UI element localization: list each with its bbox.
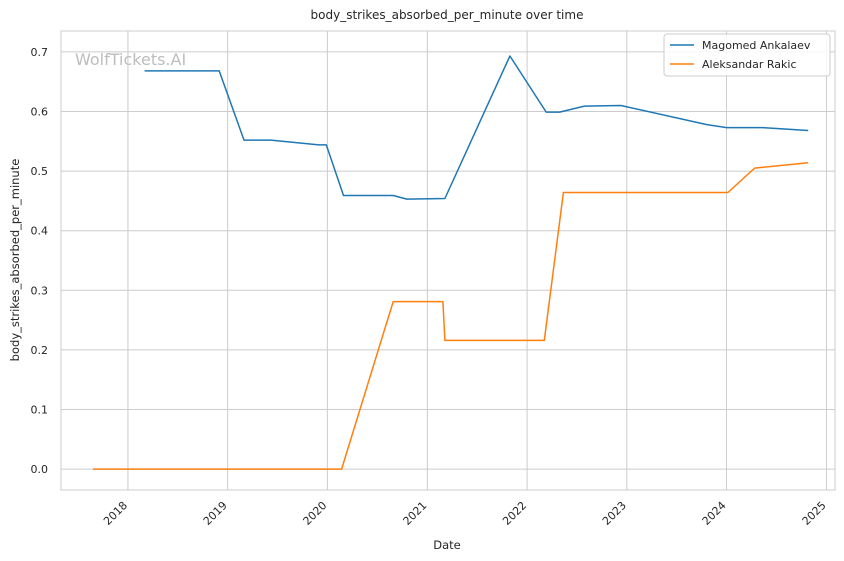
y-tick-label: 0.6: [31, 105, 49, 118]
x-axis-label: Date: [433, 538, 461, 552]
y-tick-label: 0.2: [31, 344, 49, 357]
watermark-text: WolfTickets.AI: [75, 50, 186, 69]
y-tick-label: 0.1: [31, 404, 49, 417]
chart-title: body_strikes_absorbed_per_minute over ti…: [311, 8, 584, 22]
series-line-2: [93, 161, 809, 470]
series-line-1: [144, 55, 809, 200]
legend-box: [663, 33, 831, 77]
legend-label-2: Aleksandar Rakic: [702, 58, 797, 71]
y-tick-label: 0.0: [31, 463, 49, 476]
y-tick-label: 0.3: [31, 284, 49, 297]
y-tick-label: 0.4: [31, 225, 49, 238]
y-tick-label: 0.7: [31, 46, 49, 59]
legend-label-1: Magomed Ankalaev: [702, 39, 811, 52]
y-axis-label: body_strikes_absorbed_per_minute: [8, 159, 22, 362]
plot-frame: [60, 30, 836, 491]
y-tick-label: 0.5: [31, 165, 49, 178]
